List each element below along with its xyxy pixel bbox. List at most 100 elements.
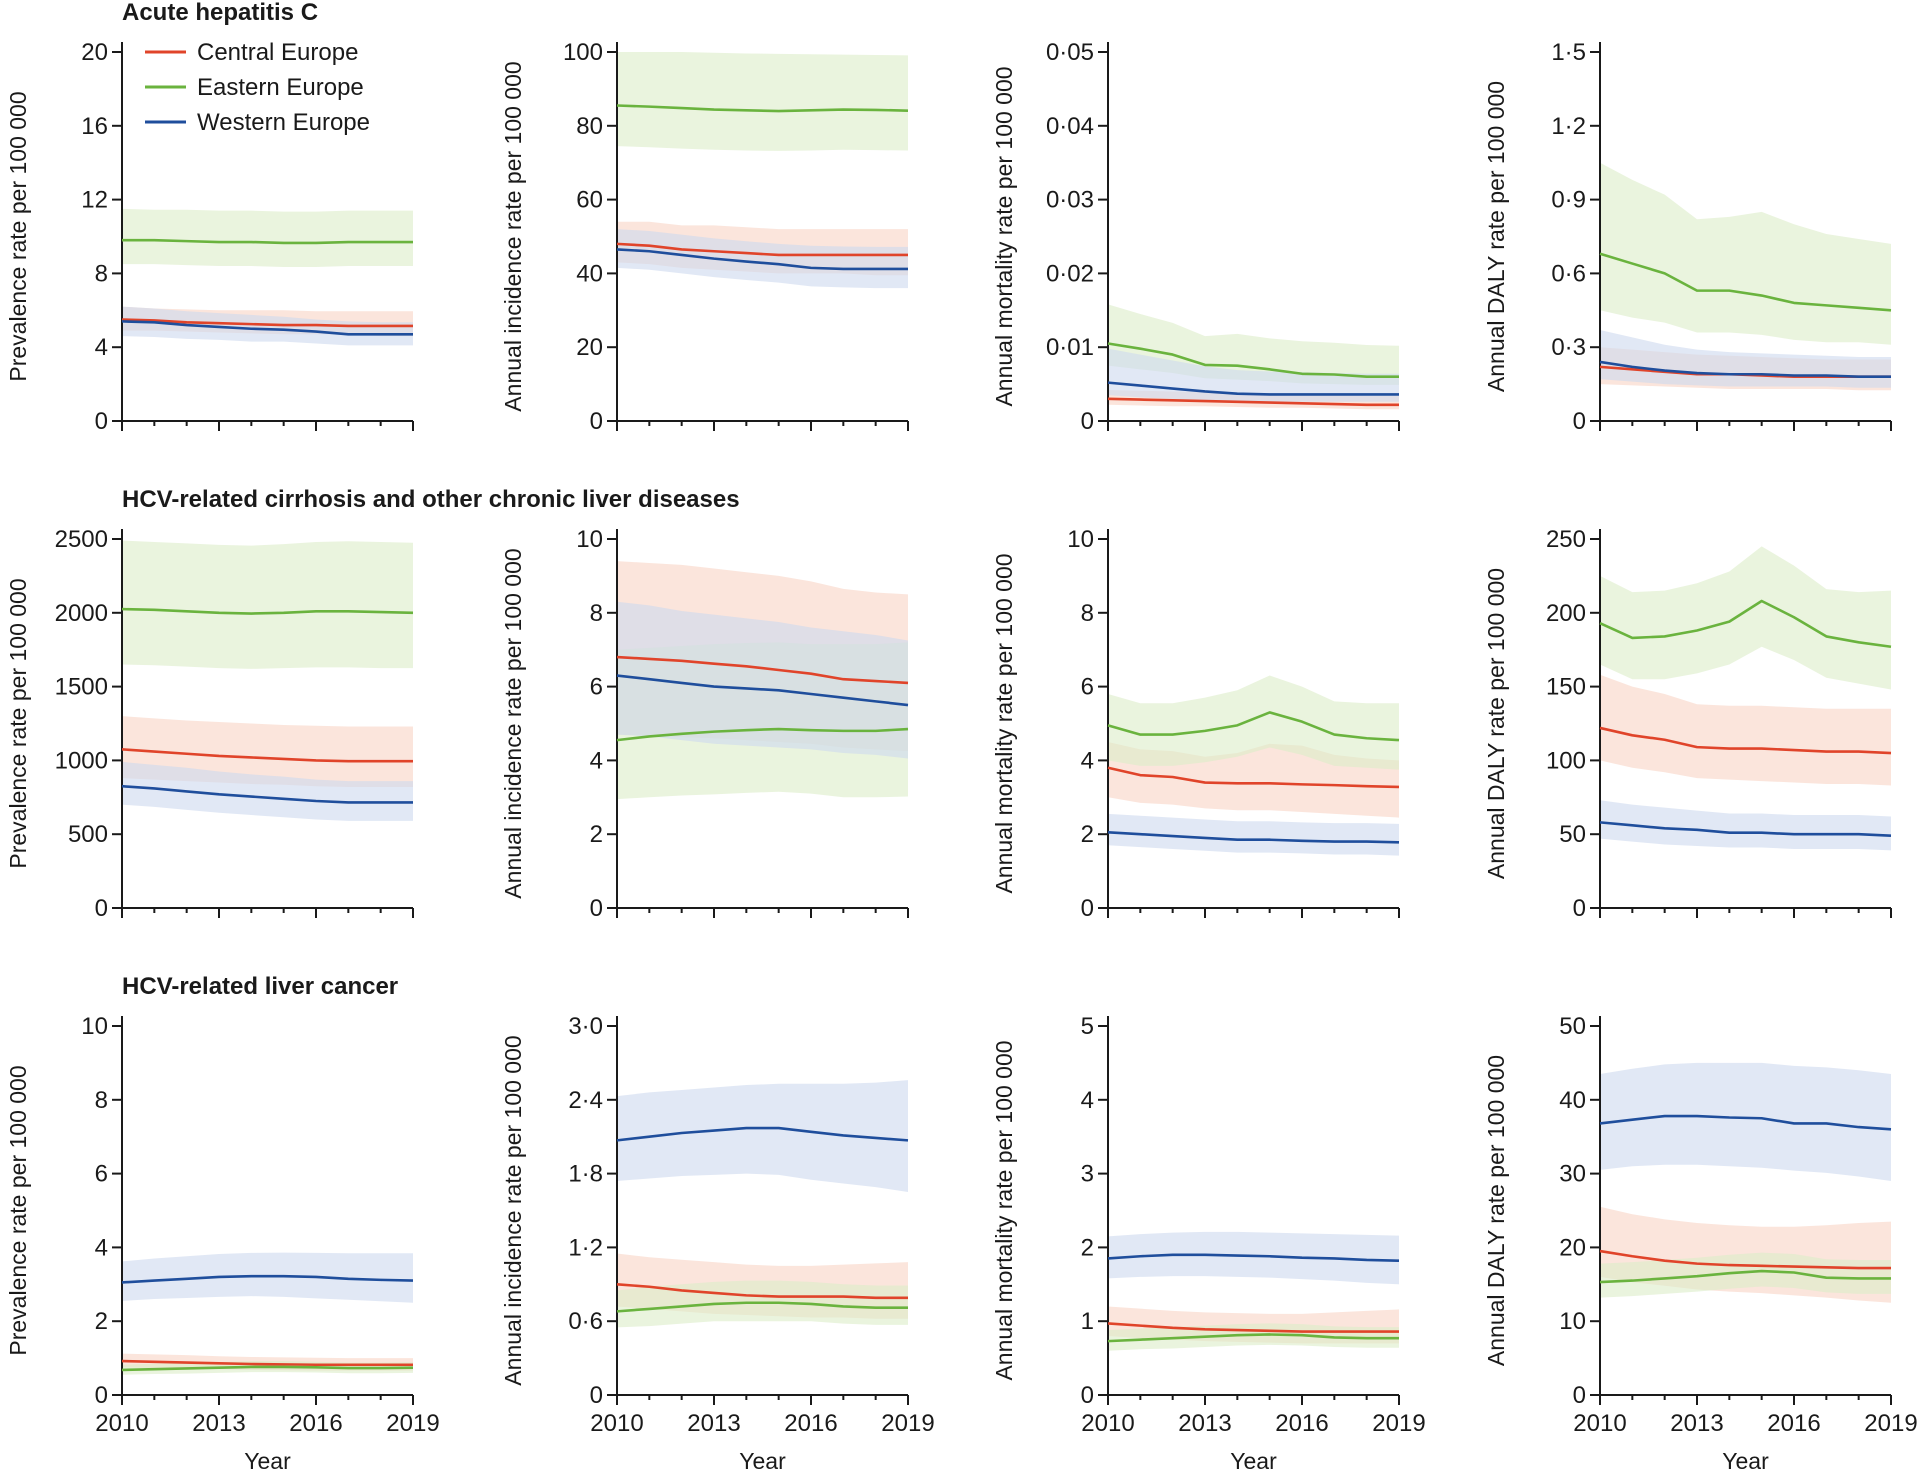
y-tick-label: 0·6 (1551, 260, 1586, 287)
series-line-eastern-europe (1599, 1269, 1891, 1284)
panel-4: 0 0·3 0·6 0·9 1·2 1·5 Annual DALY rate per 100… (1483, 39, 1892, 435)
series-line-eastern-europe (1107, 342, 1399, 379)
y-tick-label: 1·8 (568, 1161, 603, 1188)
y-tick-label: 1·2 (1551, 113, 1586, 140)
x-axis-title: Year (1722, 1448, 1769, 1474)
panel-11: 0 1 2 3 4 5 2010 2013 2016 2019 Year Annual mortali… (991, 1013, 1426, 1474)
y-tick-label: 20 (81, 39, 108, 66)
y-tick-label: 0·9 (1551, 187, 1586, 214)
x-tick-label: 2013 (192, 1410, 245, 1437)
y-tick-label: 0 (590, 1382, 603, 1409)
y-tick-label: 200 (1546, 600, 1586, 627)
series-line-central-europe (616, 242, 908, 257)
x-tick-label: 2019 (1864, 1410, 1917, 1437)
y-tick-label: 100 (563, 39, 603, 66)
y-tick-label: 4 (95, 1234, 108, 1261)
x-tick-label: 2010 (590, 1410, 643, 1437)
panel-7: 0 2 4 6 8 10 Annual mortality rate per 100 000 (991, 526, 1400, 922)
panel-3: 0 0·01 0·02 0·03 0·04 0·05 Annual mortality ra… (991, 39, 1400, 435)
y-axis-title: Annual mortality rate per 100 000 (991, 1040, 1017, 1380)
y-tick-label: 6 (95, 1161, 108, 1188)
panel-8: 0 50 100 150 200 250 Annual DALY rate per 100 … (1483, 526, 1892, 922)
y-axis-title: Annual incidence rate per 100 000 (500, 61, 526, 411)
series-line-western-europe (121, 320, 413, 336)
uncertainty-band-western-europe (1108, 1231, 1399, 1285)
y-tick-label: 0 (1573, 1382, 1586, 1409)
y-tick-label: 2·4 (568, 1087, 603, 1114)
y-tick-label: 0 (1081, 408, 1094, 435)
series-line-eastern-europe (1599, 599, 1892, 649)
x-tick-label: 2016 (1275, 1410, 1328, 1437)
y-axis-title: Annual DALY rate per 100 000 (1483, 568, 1509, 879)
uncertainty-band-eastern-europe (1600, 162, 1891, 345)
y-tick-label: 8 (95, 260, 108, 287)
series-line-central-europe (121, 1359, 413, 1367)
y-tick-label: 6 (590, 674, 603, 701)
x-tick-label: 2019 (881, 1410, 934, 1437)
y-tick-label: 40 (576, 260, 603, 287)
y-tick-label: 80 (576, 113, 603, 140)
y-tick-label: 4 (95, 334, 108, 361)
y-tick-label: 2 (590, 821, 603, 848)
series-line-western-europe (616, 1126, 909, 1142)
y-tick-label: 2 (1081, 1234, 1094, 1261)
x-tick-label: 2013 (687, 1410, 740, 1437)
y-tick-label: 8 (95, 1087, 108, 1114)
uncertainty-band-eastern-europe (617, 52, 908, 151)
x-tick-label: 2010 (1573, 1410, 1626, 1437)
x-axis-title: Year (1230, 1448, 1277, 1474)
legend-label-central-europe: Central Europe (197, 39, 358, 66)
y-axis-title: Annual incidence rate per 100 000 (500, 548, 526, 898)
y-tick-label: 10 (81, 1013, 108, 1040)
y-tick-label: 2000 (55, 600, 108, 627)
y-tick-label: 10 (1559, 1308, 1586, 1335)
panel-9: 0 2 4 6 8 10 2010 2013 2016 2019 Year Prevalence ra… (5, 1013, 440, 1474)
y-tick-label: 100 (1546, 747, 1586, 774)
series-line-western-europe (121, 1274, 414, 1284)
y-tick-label: 3·0 (568, 1013, 603, 1040)
y-tick-label: 60 (576, 187, 603, 214)
y-tick-label: 2500 (55, 526, 108, 553)
series-line-western-europe (616, 248, 908, 271)
y-tick-label: 16 (81, 113, 108, 140)
y-tick-label: 10 (1067, 526, 1094, 553)
uncertainty-band-western-europe (617, 1080, 908, 1193)
y-tick-label: 4 (1081, 1087, 1094, 1114)
y-tick-label: 0·04 (1046, 113, 1094, 140)
series-line-western-europe (1107, 831, 1400, 844)
row-title-cirrhosis: HCV-related cirrhosis and other chronic … (122, 486, 740, 513)
series-line-eastern-europe (1599, 252, 1892, 312)
y-tick-label: 10 (576, 526, 603, 553)
uncertainty-band-eastern-europe (122, 540, 413, 669)
y-axis-title: Prevalence rate per 100 000 (5, 91, 31, 381)
y-tick-label: 0 (95, 1382, 108, 1409)
x-tick-label: 2010 (95, 1410, 148, 1437)
uncertainty-band-western-europe (1600, 800, 1891, 851)
y-tick-label: 8 (1081, 600, 1094, 627)
y-tick-label: 150 (1546, 674, 1586, 701)
x-tick-label: 2016 (1767, 1410, 1820, 1437)
series-line-central-europe (1599, 1249, 1891, 1270)
series-line-eastern-europe (616, 1301, 908, 1313)
series-line-western-europe (616, 674, 909, 707)
y-tick-label: 1·5 (1551, 39, 1586, 66)
y-tick-label: 2 (95, 1308, 108, 1335)
y-axis-title: Prevalence rate per 100 000 (5, 1065, 31, 1355)
series-line-western-europe (1107, 1253, 1400, 1262)
legend-label-eastern-europe: Eastern Europe (197, 74, 364, 101)
series-line-eastern-europe (122, 238, 413, 245)
uncertainty-band-western-europe (122, 761, 413, 821)
x-tick-label: 2019 (1372, 1410, 1425, 1437)
x-tick-label: 2010 (1081, 1410, 1134, 1437)
y-tick-label: 8 (590, 600, 603, 627)
series-line-central-europe (1107, 766, 1400, 789)
series-line-eastern-europe (1107, 711, 1400, 742)
y-tick-label: 50 (1559, 1013, 1586, 1040)
x-axis-title: Year (739, 1448, 786, 1474)
uncertainty-band-central-europe (1600, 674, 1891, 786)
x-tick-label: 2013 (1670, 1410, 1723, 1437)
y-axis-title: Annual incidence rate per 100 000 (500, 1035, 526, 1385)
series-line-eastern-europe (616, 104, 909, 113)
series-line-eastern-europe (121, 607, 414, 615)
